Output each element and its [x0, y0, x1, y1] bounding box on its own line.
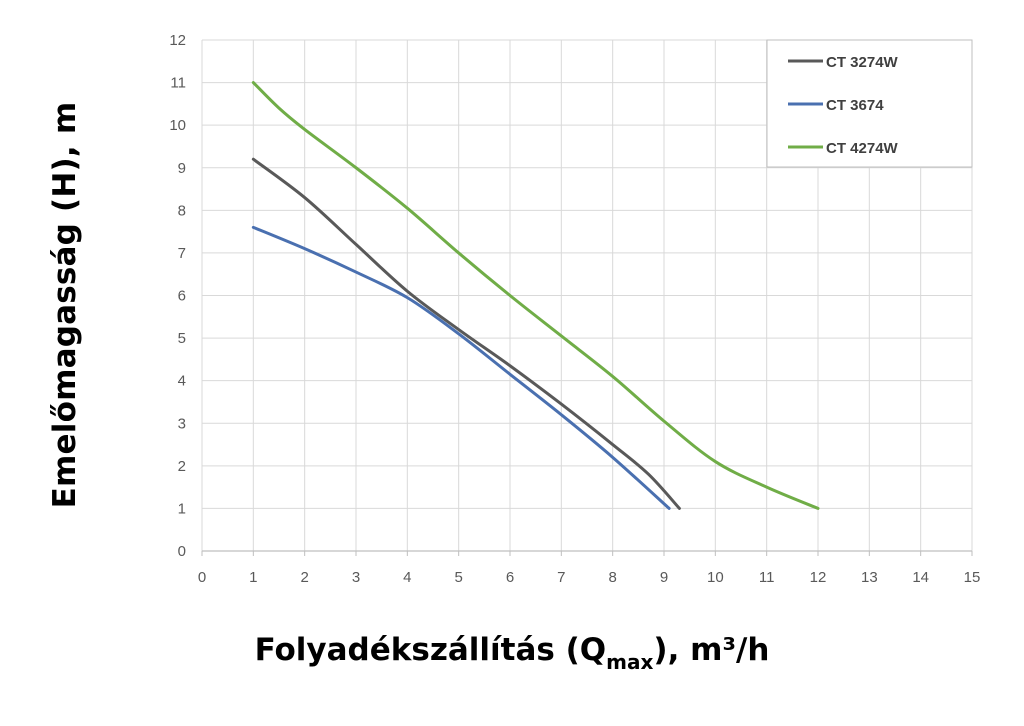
series-line-1 — [251, 157, 681, 510]
y-tick-label: 10 — [169, 117, 186, 134]
x-tick-label: 7 — [557, 569, 565, 586]
x-tick-label: 3 — [352, 569, 360, 586]
x-tick-label: 15 — [964, 569, 981, 586]
y-tick-label: 7 — [178, 245, 186, 262]
x-tick-label: 14 — [912, 569, 929, 586]
y-tick-label: 4 — [178, 373, 186, 390]
y-tick-label: 9 — [178, 160, 186, 177]
y-tick-label: 11 — [170, 75, 186, 92]
x-tick-label: 11 — [759, 569, 775, 586]
y-tick-label: 12 — [169, 32, 186, 49]
chart-legend: CT 3274W CT 3674 CT 4274W — [766, 39, 973, 168]
legend-entry-label: CT 3674 — [826, 97, 884, 114]
x-axis-title-main: Folyadékszállítás (Q — [254, 632, 607, 668]
y-tick-label: 6 — [178, 288, 186, 305]
x-tick-label: 5 — [454, 569, 462, 586]
x-axis-title: Folyadékszállítás (Qmax), m³/h — [0, 632, 1024, 674]
x-tick-label: 8 — [608, 569, 616, 586]
legend-entry-label: CT 4274W — [826, 140, 899, 157]
y-tick-label: 8 — [178, 202, 186, 219]
x-tick-label: 4 — [403, 569, 411, 586]
y-tick-label: 5 — [178, 330, 186, 347]
y-tick-label: 1 — [178, 500, 186, 517]
series-line-3 — [251, 81, 820, 510]
x-tick-label: 12 — [810, 569, 827, 586]
x-tick-label: 10 — [707, 569, 724, 586]
x-tick-label: 1 — [249, 569, 257, 586]
y-tick-label: 2 — [178, 458, 186, 475]
y-axis-title: Emelőmagasság (H), m — [47, 101, 83, 509]
chart-grid — [201, 39, 973, 552]
y-tick-label: 3 — [178, 415, 186, 432]
chart-series — [251, 81, 820, 510]
series-line-2 — [251, 225, 671, 510]
x-axis-title-unit: ), m³/h — [653, 632, 770, 668]
x-tick-label: 6 — [506, 569, 514, 586]
y-tick-label: 0 — [178, 543, 186, 560]
x-axis-title-subscript: max — [606, 650, 654, 674]
legend-entry-label: CT 3274W — [826, 54, 899, 71]
x-tick-label: 0 — [198, 569, 206, 586]
x-tick-label: 2 — [300, 569, 308, 586]
x-tick-label: 13 — [861, 569, 878, 586]
x-tick-label: 9 — [660, 569, 668, 586]
